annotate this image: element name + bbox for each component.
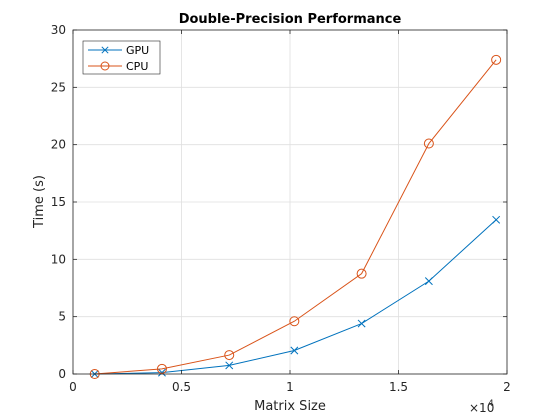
data-point	[225, 361, 234, 370]
data-point	[356, 268, 367, 279]
y-tick-label: 0	[58, 367, 66, 381]
y-tick-label: 30	[51, 23, 66, 37]
series-gpu	[90, 215, 501, 378]
data-point	[290, 346, 299, 355]
data-point	[100, 61, 110, 71]
legend-item-cpu: CPU	[88, 60, 148, 73]
data-point	[289, 316, 300, 327]
data-point	[424, 277, 433, 286]
legend-item-gpu: GPU	[88, 44, 149, 57]
data-point	[101, 46, 109, 54]
data-point	[224, 350, 235, 361]
data-point	[491, 54, 502, 65]
data-point	[158, 368, 166, 377]
data-point	[156, 363, 167, 374]
y-tick-label: 10	[51, 252, 66, 266]
x-axis-label: Matrix Size	[254, 399, 326, 414]
y-tick-label: 5	[58, 310, 66, 324]
series-cpu	[89, 54, 502, 379]
x-tick-label: 0	[69, 380, 77, 394]
legend-label: CPU	[126, 60, 148, 73]
y-axis-label: Time (s)	[32, 175, 47, 229]
x-tick-label: 2	[503, 380, 511, 394]
x-tick-label: 1.5	[389, 380, 408, 394]
x-tick-label: 0.5	[172, 380, 191, 394]
x-exponent-power: 4	[488, 399, 494, 409]
x-axis-exponent: ×10 4	[469, 399, 494, 415]
y-tick-label: 20	[51, 138, 66, 152]
x-exponent-base: ×10	[469, 401, 494, 415]
legend: GPU CPU	[82, 40, 161, 75]
data-point	[492, 215, 501, 224]
y-tick-label: 15	[51, 195, 66, 209]
legend-label: GPU	[126, 44, 149, 57]
data-point	[357, 319, 366, 328]
series-layer	[89, 54, 502, 379]
data-point	[423, 138, 434, 149]
series-line-gpu	[94, 219, 497, 375]
x-tick-label: 1	[286, 380, 294, 394]
chart-title: Double-Precision Performance	[179, 12, 402, 27]
y-tick-label: 25	[51, 80, 66, 94]
series-line-cpu	[94, 59, 497, 375]
legend-box	[82, 40, 161, 75]
